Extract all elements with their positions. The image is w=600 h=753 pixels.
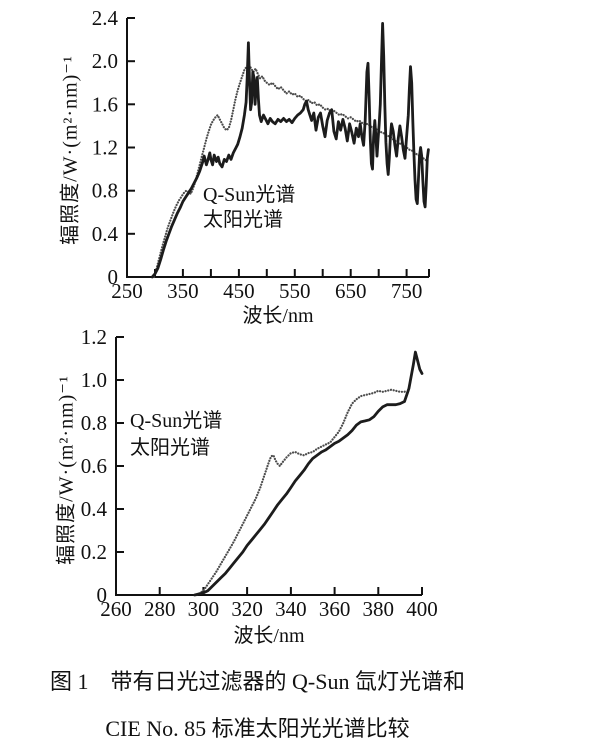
chart1-series-labels: Q-Sun光谱 太阳光谱 [203,183,295,233]
x-tick-label: 340 [275,597,307,621]
y-tick-label: 0.8 [81,411,107,435]
chart-2-plot: 0 0.2 0.4 0.6 0.8 1.0 1.2 260 280 300 320 340 360 380… [81,325,438,621]
chart2-qsun-label: Q-Sun光谱 [130,410,223,432]
x-tick-label: 400 [406,597,438,621]
y-tick-label: 1.6 [92,92,118,116]
chart1-y-axis-title: 辐照度/W·(m²·nm)⁻¹ [59,55,82,245]
y-tick-label: 1.2 [92,136,118,160]
chart-1-plot: 0 0.4 0.8 1.2 1.6 2.0 2.4 250 350 450 550 650 750 [92,6,430,303]
y-tick-label: 1.2 [81,325,107,349]
x-tick-label: 360 [319,597,351,621]
x-tick-label: 260 [100,597,132,621]
y-tick-label: 0.4 [81,497,108,521]
y-tick-label: 0 [97,583,108,607]
chart2-solar-label: 太阳光谱 [130,437,210,459]
x-tick-label: 320 [231,597,263,621]
caption-line-2: CIE No. 85 标准太阳光光谱比较 [105,716,410,741]
chart2-y-axis-title: 辐照度/W·(m²·nm)⁻¹ [55,375,78,565]
x-tick-label: 280 [144,597,176,621]
solar-spectrum-curve [195,388,408,597]
solar-spectrum-curve [152,62,428,279]
chart2-series-labels: Q-Sun光谱 太阳光谱 [130,408,222,462]
caption-line-1: 图 1 带有日光过滤器的 Q-Sun 氙灯光谱和 [50,669,465,694]
x-tick-label: 550 [279,279,311,303]
y-tick-label: 0.2 [81,540,107,564]
x-tick-label: 250 [111,279,143,303]
qsun-spectrum-curve [193,350,424,597]
chart2-x-axis-title: 波长/nm [233,625,305,647]
qsun-spectrum-curve [150,22,430,279]
x-tick-label: 350 [167,279,199,303]
x-tick-label: 450 [223,279,255,303]
y-tick-label: 0.6 [81,454,107,478]
x-tick-label: 750 [391,279,423,303]
chart1-x-axis-title: 波长/nm [242,305,314,327]
y-tick-label: 2.0 [92,49,118,73]
y-tick-label: 0.8 [92,179,118,203]
axes [115,337,422,596]
figure-caption: 图 1 带有日光过滤器的 Q-Sun 氙灯光谱和 CIE No. 85 标准太阳… [5,664,510,743]
x-tick-label: 380 [363,597,395,621]
chart1-qsun-label: Q-Sun光谱 [203,184,296,206]
x-tick-label: 300 [188,597,220,621]
y-tick-label: 2.4 [92,6,119,30]
x-tick-label: 650 [335,279,367,303]
y-tick-label: 0.4 [92,222,119,246]
chart1-solar-label: 太阳光谱 [203,209,283,231]
y-tick-label: 0 [108,265,119,289]
y-tick-label: 1.0 [81,368,107,392]
